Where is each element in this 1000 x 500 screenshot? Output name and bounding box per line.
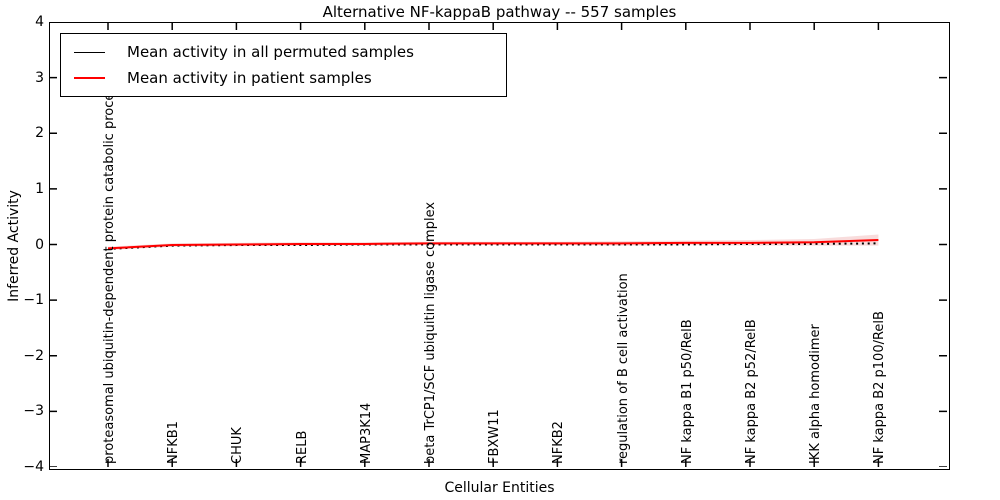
x-tick-label: regulation of B cell activation: [615, 273, 631, 464]
legend-item-permuted: Mean activity in all permuted samples: [61, 43, 506, 62]
y-tick-label: 4: [35, 14, 44, 30]
y-axis-title: Inferred Activity: [6, 190, 22, 302]
x-tick-label: CHUK: [230, 427, 246, 464]
y-tick-label: −2: [23, 347, 44, 364]
y-tick-label: 1: [35, 180, 44, 197]
y-tick-label: 3: [35, 69, 44, 86]
x-axis-title: Cellular Entities: [444, 480, 555, 496]
legend-label: Mean activity in all permuted samples: [127, 42, 414, 61]
x-tick-label: IKK alpha homodimer: [808, 324, 824, 464]
x-tick-label: NF kappa B1 p50/RelB: [679, 319, 695, 464]
chart-canvas: [49, 22, 947, 467]
x-tick-label: RELB: [294, 430, 310, 464]
confidence-band: [108, 234, 879, 251]
x-tick-label: proteasomal ubiquitin-dependent protein …: [102, 79, 117, 464]
chart-title: Alternative NF-kappaB pathway -- 557 sam…: [322, 3, 677, 21]
y-tick-label: −4: [23, 459, 44, 475]
x-tick-label: NFKB1: [166, 421, 182, 464]
x-tick-label: NF kappa B2 p52/RelB: [744, 319, 759, 464]
legend: Mean activity in all permuted samples Me…: [60, 33, 507, 97]
red-line-swatch-icon: [74, 77, 105, 79]
black-line-swatch-icon: [74, 51, 105, 53]
x-tick-label: FBXW11: [487, 409, 503, 464]
y-tick-label: 2: [35, 125, 44, 142]
plot-layer: 4 3 2 1 0 −1 −2 −3 −4 proteasomal ubiquitin-depen…: [23, 14, 950, 475]
legend-label: Mean activity in patient samples: [127, 68, 372, 87]
legend-item-patient: Mean activity in patient samples: [61, 69, 506, 88]
x-tick-label: NFKB2: [551, 421, 567, 464]
y-tick-label: −1: [23, 292, 44, 309]
x-tick-label: beta TrCP1/SCF ubiquitin ligase complex: [423, 201, 438, 464]
y-tick-label: 0: [35, 236, 44, 253]
y-tick-label: −3: [23, 403, 44, 420]
x-tick-label: MAP3K14: [358, 402, 374, 464]
x-tick-label: NF kappa B2 p100/RelB: [872, 311, 888, 464]
patient-mean-line: [107, 239, 879, 250]
